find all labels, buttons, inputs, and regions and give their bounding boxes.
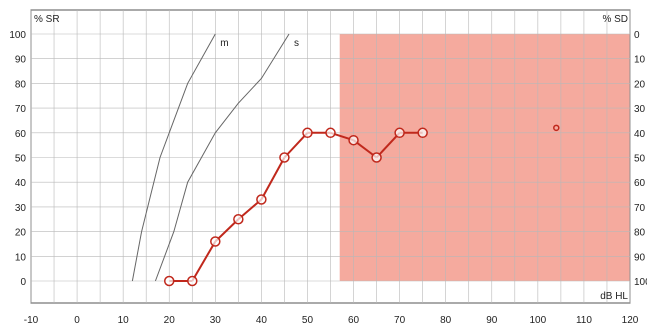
y-left-tick-label: 10: [15, 252, 27, 263]
data-point-marker: [418, 128, 427, 137]
data-point-marker: [326, 128, 335, 137]
y-left-tick-label: 60: [15, 129, 27, 140]
y-right-tick-label: 60: [634, 178, 646, 189]
data-point-marker: [234, 215, 243, 224]
y-left-tick-label: 90: [15, 55, 27, 66]
y-right-tick-label: 90: [634, 252, 646, 263]
x-tick-label: -10: [24, 315, 39, 326]
data-point-marker: [211, 237, 220, 246]
y-left-tick-label: 40: [15, 178, 27, 189]
y-right-tick-label: 30: [634, 104, 646, 115]
data-point-marker: [280, 153, 289, 162]
data-point-marker: [395, 128, 404, 137]
x-tick-label: 110: [576, 315, 592, 326]
x-tick-label: 10: [118, 315, 130, 326]
series-segment: [192, 241, 215, 281]
x-tick-label: 30: [210, 315, 222, 326]
reference-curve-label: m: [220, 38, 228, 49]
left-axis-label: % SR: [34, 14, 60, 25]
data-point-marker: [165, 277, 174, 286]
y-right-tick-label: 80: [634, 228, 646, 239]
y-left-tick-label: 30: [15, 203, 27, 214]
series-segment: [261, 158, 284, 200]
x-tick-label: 70: [394, 315, 406, 326]
x-tick-label: 20: [164, 315, 176, 326]
x-tick-label: 100: [530, 315, 547, 326]
y-left-tick-label: 0: [20, 277, 26, 288]
data-point-marker: [349, 136, 358, 145]
y-right-tick-label: 20: [634, 79, 646, 90]
y-right-tick-label: 70: [634, 203, 646, 214]
data-point-marker: [257, 195, 266, 204]
y-right-tick-label: 10: [634, 55, 646, 66]
x-tick-label: 40: [256, 315, 268, 326]
data-point-marker: [372, 153, 381, 162]
x-unit-label: dB HL: [600, 291, 628, 302]
x-tick-label: 90: [486, 315, 498, 326]
y-left-tick-label: 100: [9, 30, 26, 41]
y-left-tick-label: 20: [15, 228, 27, 239]
x-tick-label: 60: [348, 315, 360, 326]
y-right-tick-label: 50: [634, 154, 646, 165]
y-right-tick-label: 100: [634, 277, 647, 288]
y-left-tick-label: 80: [15, 79, 27, 90]
right-axis-label: % SD: [602, 14, 628, 25]
data-point-marker: [188, 277, 197, 286]
x-tick-label: 0: [74, 315, 80, 326]
reference-curve-label: s: [294, 38, 299, 49]
y-left-tick-label: 70: [15, 104, 27, 115]
data-point-marker: [303, 128, 312, 137]
x-tick-label: 80: [440, 315, 452, 326]
x-tick-label: 50: [302, 315, 314, 326]
x-tick-label: 120: [622, 315, 639, 326]
y-right-tick-label: 40: [634, 129, 646, 140]
y-right-tick-label: 0: [634, 30, 640, 41]
y-left-tick-label: 50: [15, 154, 27, 165]
